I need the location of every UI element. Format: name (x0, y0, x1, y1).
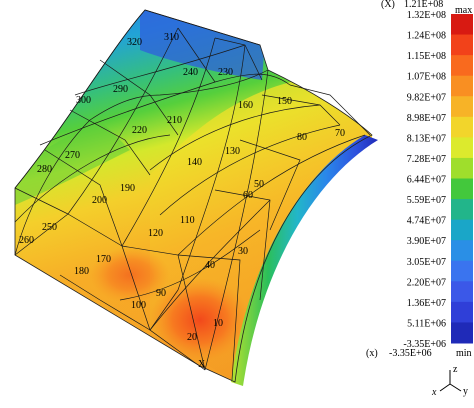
element-label: 230 (218, 67, 233, 78)
legend-tick-label: 3.90E+07 (407, 236, 446, 247)
legend-swatch (451, 55, 473, 77)
y-axis-line (449, 383, 462, 392)
element-label: 50 (254, 179, 264, 190)
legend-swatch (451, 157, 473, 179)
z-axis-label: z (453, 364, 458, 375)
element-label: 270 (65, 150, 80, 161)
axis-triad (439, 370, 462, 392)
x-axis-line (439, 383, 451, 392)
legend-swatch (451, 34, 473, 56)
element-label: 130 (225, 146, 240, 157)
element-label: 160 (238, 100, 253, 111)
min-marker: (x) (366, 348, 378, 359)
legend-tick-label: 9.82E+07 (407, 92, 446, 103)
element-label: 300 (76, 95, 91, 106)
element-labels: 10 20 30 40 50 60 70 80 90 100 110 120 1… (19, 32, 345, 370)
legend-min-label: min (456, 348, 472, 359)
legend-swatch (451, 137, 473, 159)
element-label: 90 (156, 288, 166, 299)
surface-top-band (140, 10, 265, 80)
element-label: 60 (243, 190, 253, 201)
legend-tick-label: -3.35E+06 (403, 339, 446, 350)
legend-max-label: max (455, 5, 472, 16)
element-label: 40 (205, 260, 215, 271)
legend-tick-label: 2.20E+07 (407, 277, 446, 288)
element-label: 120 (148, 228, 163, 239)
surface-hot-zone (150, 278, 250, 362)
legend-swatch (451, 96, 473, 118)
element-label: 70 (335, 128, 345, 139)
surface-hot-zone-2 (90, 247, 170, 303)
element-mesh (14, 9, 371, 381)
legend-tick-label: 6.44E+07 (407, 175, 446, 186)
shell-surface (14, 9, 378, 386)
max-marker: (X) (381, 0, 395, 10)
element-label: 110 (180, 215, 195, 226)
element-label: 190 (120, 183, 135, 194)
origin-marker: X (198, 359, 206, 370)
legend-tick-label: 8.98E+07 (407, 113, 446, 124)
legend-tick-label: 5.59E+07 (407, 195, 446, 206)
x-axis-label: x (431, 387, 437, 398)
legend-tick-labels: 1.32E+08 1.24E+08 1.15E+08 1.07E+08 9.82E+07… (403, 10, 446, 350)
legend-tick-label: 3.05E+07 (407, 257, 446, 268)
legend-tick-label: 7.28E+07 (407, 154, 446, 165)
legend-swatch (451, 240, 473, 262)
element-label: 80 (297, 132, 307, 143)
legend-tick-label: 1.36E+07 (407, 298, 446, 309)
legend-swatch (451, 178, 473, 200)
legend-swatch (451, 322, 473, 344)
legend-tick-label: 8.13E+07 (407, 133, 446, 144)
element-label: 210 (167, 115, 182, 126)
legend-swatch (451, 260, 473, 282)
legend-swatch (451, 301, 473, 323)
element-label: 100 (131, 300, 146, 311)
element-label: 20 (187, 332, 197, 343)
legend-tick-label: 1.15E+08 (407, 51, 446, 62)
element-label: 260 (19, 235, 34, 246)
element-label: 140 (187, 157, 202, 168)
max-value: 1.21E+08 (404, 0, 443, 10)
min-value: -3.35E+06 (389, 348, 432, 359)
element-label: 200 (92, 195, 107, 206)
legend-tick-label: 1.07E+08 (407, 72, 446, 83)
legend-swatch (451, 281, 473, 303)
element-label: 220 (132, 125, 147, 136)
legend-tick-label: 4.74E+07 (407, 216, 446, 227)
legend-tick-label: 1.32E+08 (407, 10, 446, 21)
element-label: 280 (37, 164, 52, 175)
color-legend: (X) 1.21E+08 max 1.32E+08 1.24E+08 1.15E+0… (366, 0, 473, 359)
element-label: 310 (164, 32, 179, 43)
element-label: 180 (74, 266, 89, 277)
legend-color-bar (451, 14, 473, 344)
element-label: 250 (42, 222, 57, 233)
legend-swatch (451, 14, 473, 36)
legend-swatch (451, 116, 473, 138)
legend-tick-label: 1.24E+08 (407, 31, 446, 42)
legend-swatch (451, 75, 473, 97)
legend-tick-label: 5.11E+06 (407, 318, 446, 329)
y-axis-label: y (463, 386, 468, 397)
legend-swatch (451, 219, 473, 241)
element-label: 10 (213, 318, 223, 329)
element-label: 170 (96, 254, 111, 265)
legend-swatch (451, 199, 473, 221)
element-label: 320 (127, 37, 142, 48)
element-label: 30 (238, 246, 248, 257)
element-label: 290 (113, 84, 128, 95)
shell-thickness-edge (231, 135, 378, 386)
element-label: 240 (183, 67, 198, 78)
element-label: 150 (277, 96, 292, 107)
